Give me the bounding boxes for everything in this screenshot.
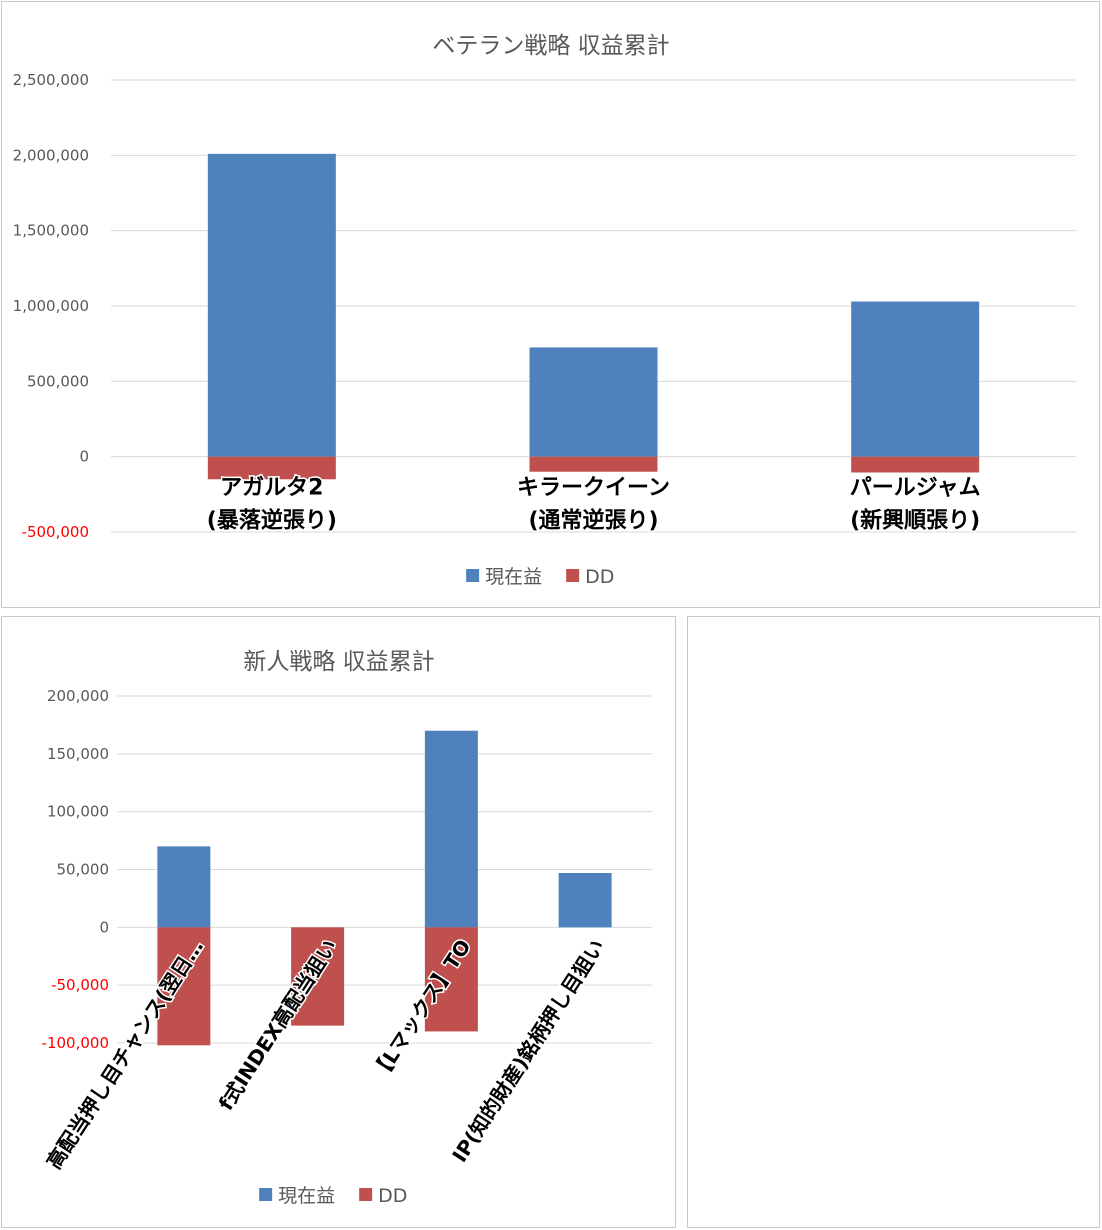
y-tick-label: 2,500,000 [13,71,89,89]
y-tick-label: -50,000 [51,976,109,994]
y-tick-label: 2,000,000 [13,146,89,164]
bar-current-profit [851,301,980,457]
legend-label: 現在益 [485,566,542,588]
bar-dd [207,456,336,480]
category-label: アガルタ2 [220,476,323,501]
y-tick-label: 500,000 [27,372,89,390]
total-chart: 総計4,000,0003,500,0003,000,0002,500,0002,… [688,617,1101,1229]
category-label: (新興順張り) [850,508,980,534]
y-tick-label: -100,000 [42,1034,109,1052]
bar-dd [157,927,211,1046]
y-tick-label: 0 [99,918,109,936]
bar-dd [529,456,658,472]
veteran-strategy-chart-panel: ベテラン戦略 収益累計 2,500,000 2,000,000 1,500,000 1,… [1,1,1100,608]
y-tick-label: -500,000 [22,523,89,541]
y-tick-label: 50,000 [57,861,110,879]
chart-title: 新人戦略 収益累計 [243,649,434,675]
bar-current-profit [424,730,478,928]
y-tick-label: 0 [79,448,89,466]
y-tick-label: 150,000 [47,745,109,763]
category-label: パールジャム [850,476,981,501]
legend-swatch-current-profit [466,569,480,582]
y-tick-label: 200,000 [47,687,109,705]
bar-dd [851,456,980,473]
chart-title: ベテラン戦略 収益累計 [432,33,669,59]
bar-dd [291,927,345,1026]
y-tick-label: 1,000,000 [13,297,89,315]
bar-current-profit [558,872,612,928]
legend-label: 現在益 [278,1185,335,1207]
total-chart-panel: 総計4,000,0003,500,0003,000,0002,500,0002,… [687,616,1100,1228]
newbie-strategy-chart-panel: 新人戦略 収益累計 200,000 150,000 100,000 50,000 0 -50… [1,616,676,1228]
bar-current-profit [207,153,336,457]
legend-swatch-current-profit [259,1188,273,1201]
y-tick-label: 1,500,000 [13,222,89,240]
legend-label: DD [585,566,614,588]
legend-label: DD [378,1185,407,1207]
bar-dd [424,927,478,1032]
legend-swatch-dd [566,569,580,582]
category-label: (通常逆張り) [528,508,658,534]
category-label: 高配当押し目チャンス(翌日… [42,935,208,1173]
legend-swatch-dd [359,1188,373,1201]
bar-current-profit [157,846,211,928]
category-label: (暴落逆張り) [207,508,337,534]
bar-current-profit [529,347,658,457]
newbie-strategy-chart: 新人戦略 収益累計 200,000 150,000 100,000 50,000 0 -50… [40,649,652,1207]
y-tick-label: 100,000 [47,803,109,821]
veteran-strategy-chart: ベテラン戦略 収益累計 2,500,000 2,000,000 1,500,000 1,… [13,33,1076,588]
category-label: キラークイーン [517,476,670,501]
